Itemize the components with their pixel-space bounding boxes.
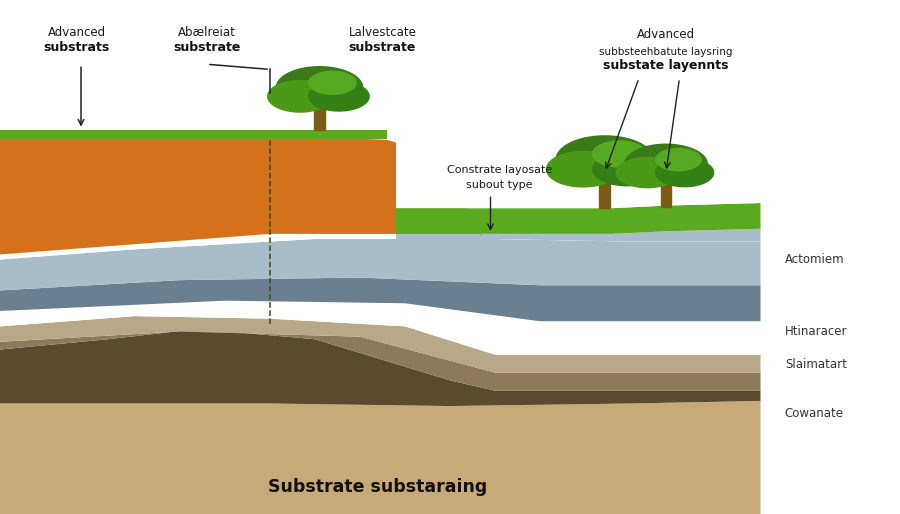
Polygon shape [276,67,363,108]
Polygon shape [593,141,646,167]
Polygon shape [396,229,760,242]
Polygon shape [396,203,760,234]
Text: Advanced: Advanced [637,28,695,41]
Text: Abælreiat: Abælreiat [178,26,236,39]
Polygon shape [599,175,610,208]
Polygon shape [0,278,760,321]
Polygon shape [396,0,760,208]
Text: substrate: substrate [349,41,416,54]
Polygon shape [0,234,760,260]
Polygon shape [656,158,714,187]
Polygon shape [0,401,760,514]
Polygon shape [0,329,760,406]
Polygon shape [616,157,679,188]
Polygon shape [0,130,387,139]
Text: substate layennts: substate layennts [603,59,729,72]
Text: Htinaracer: Htinaracer [785,325,847,338]
Polygon shape [309,82,369,111]
Text: subout type: subout type [466,180,533,190]
Polygon shape [0,316,760,373]
Text: Advanced: Advanced [48,26,105,39]
Text: Slaimatart: Slaimatart [785,358,847,372]
Polygon shape [556,136,653,183]
Polygon shape [0,139,482,254]
Text: Constrate layosate: Constrate layosate [447,165,552,175]
Polygon shape [267,81,332,112]
Polygon shape [661,177,671,207]
Polygon shape [625,144,707,185]
Polygon shape [656,149,701,171]
Polygon shape [314,101,325,130]
Text: subbsteehbatute laysring: subbsteehbatute laysring [599,47,733,57]
Polygon shape [0,301,760,355]
Text: Substrate substaraing: Substrate substaraing [268,478,488,496]
Text: substrate: substrate [174,41,240,54]
Text: substrats: substrats [43,41,110,54]
Polygon shape [0,329,760,391]
Text: Cowanate: Cowanate [785,407,844,420]
Polygon shape [546,152,619,187]
Polygon shape [309,71,356,94]
Polygon shape [593,153,661,186]
Text: Lalvestcate: Lalvestcate [348,26,417,39]
Polygon shape [0,239,760,290]
Text: Actomiem: Actomiem [785,253,844,266]
